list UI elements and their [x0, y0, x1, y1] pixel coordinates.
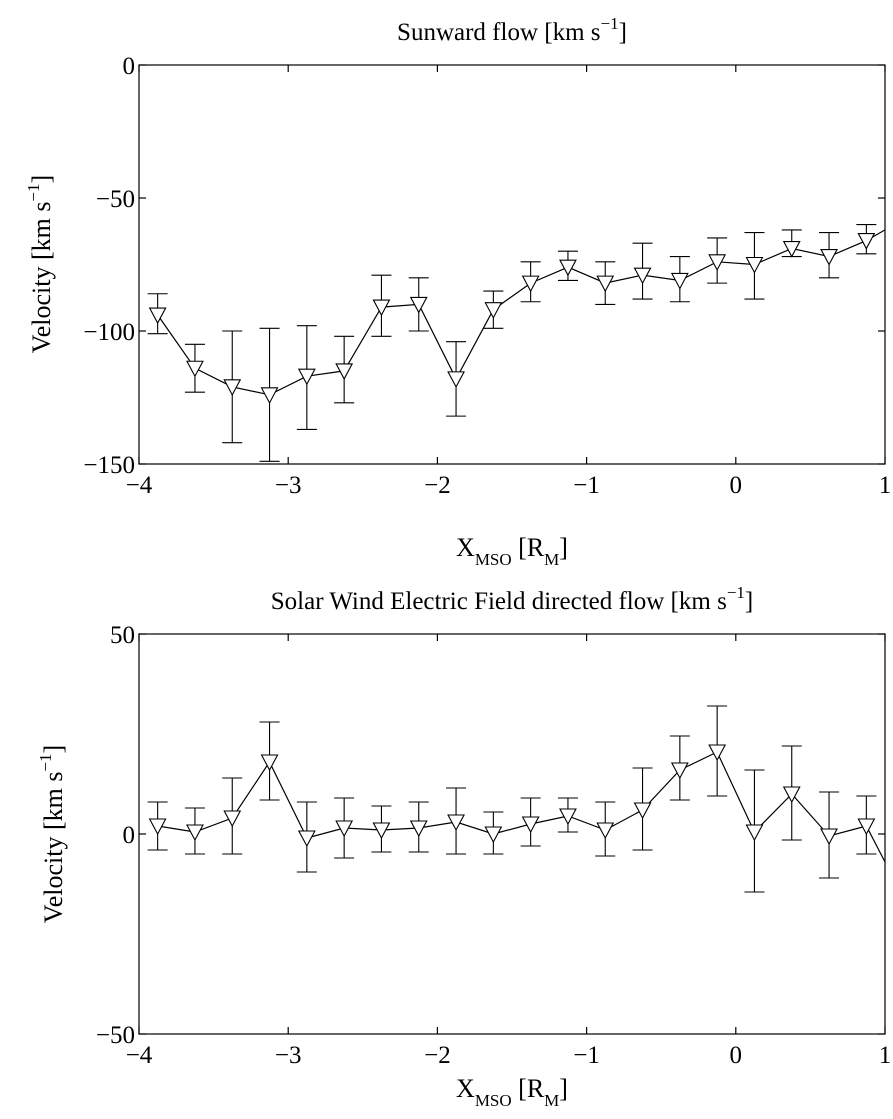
y-ticks: −150 −100 −50 0	[83, 53, 885, 479]
y-ticks: −50 0 50	[96, 622, 885, 1049]
panel-title: Sunward flow [km s−1]	[397, 14, 627, 46]
data-point	[559, 259, 577, 277]
data-point	[782, 240, 801, 258]
sunward-flow-panel: Sunward flow [km s−1] −150−100−500 −4 −3−…	[24, 14, 891, 569]
data-point	[148, 818, 167, 836]
data-point	[335, 363, 354, 381]
data-point	[223, 379, 242, 397]
x-tick-label: 0	[730, 472, 743, 499]
series-markers	[148, 233, 876, 405]
data-point	[708, 744, 727, 762]
x-tick-label: −1	[573, 1042, 600, 1069]
x-tick-label: 1	[879, 1042, 892, 1069]
data-point	[521, 275, 540, 293]
x-tick-label: −4	[126, 472, 153, 499]
x-axis-label: XMSO [RM]	[456, 533, 568, 569]
y-tick-label: −50	[96, 1022, 135, 1049]
data-point	[297, 830, 316, 848]
data-point	[260, 754, 279, 772]
data-point	[521, 816, 540, 834]
y-tick-label: −50	[96, 186, 135, 213]
data-point	[559, 808, 577, 826]
x-tick-label: −2	[424, 472, 451, 499]
data-point	[260, 387, 279, 405]
y-tick-label: 0	[123, 53, 136, 80]
y-tick-label: 50	[110, 622, 135, 649]
series-markers	[148, 744, 876, 848]
data-point	[820, 248, 838, 266]
data-point	[745, 256, 764, 274]
series-line	[157, 229, 886, 396]
x-tick-label: −3	[275, 472, 302, 499]
data-point	[409, 820, 428, 838]
x-axis-label: XMSO [RM]	[456, 1074, 568, 1110]
data-point	[409, 296, 428, 314]
y-axis-label: Velocity [km s−1]	[36, 745, 68, 923]
data-point	[335, 820, 354, 838]
data-point	[372, 822, 391, 840]
x-tick-label: −2	[424, 1042, 451, 1069]
data-point	[708, 254, 727, 272]
data-point	[857, 233, 876, 250]
data-point	[857, 818, 876, 836]
data-point	[484, 302, 503, 319]
x-tick-label: −4	[126, 1042, 153, 1069]
data-point	[223, 810, 242, 828]
data-point	[670, 762, 689, 780]
error-bars	[147, 224, 877, 462]
data-point	[633, 267, 652, 285]
x-tick-label: 1	[879, 472, 892, 499]
data-point	[447, 814, 465, 832]
panel-title: Solar Wind Electric Field directed flow …	[271, 583, 753, 615]
data-point	[633, 802, 652, 820]
data-point	[596, 275, 615, 293]
data-point	[186, 360, 204, 378]
data-point	[484, 826, 503, 844]
x-tick-label: −1	[573, 472, 600, 499]
data-point	[670, 272, 689, 290]
data-point	[148, 307, 167, 325]
y-tick-label: −100	[83, 319, 135, 346]
x-ticks: −4 −3 −2 −1 0 1	[126, 65, 892, 499]
plot-area	[138, 64, 886, 465]
y-tick-label: 0	[123, 822, 136, 849]
electric-field-flow-panel: Solar Wind Electric Field directed flow …	[36, 583, 891, 1110]
data-point	[820, 828, 838, 846]
x-tick-label: 0	[730, 1042, 743, 1069]
x-ticks: −4 −3 −2 −1 0 1	[126, 634, 892, 1069]
data-point	[297, 368, 316, 386]
y-tick-label: −150	[83, 452, 135, 479]
data-point	[596, 822, 615, 840]
x-tick-label: −3	[275, 1042, 302, 1069]
y-axis-label: Velocity [km s−1]	[24, 175, 56, 353]
error-bars	[147, 705, 877, 893]
data-point	[372, 299, 391, 317]
plot-area	[138, 633, 886, 1035]
data-point	[186, 824, 204, 842]
data-point	[782, 786, 801, 804]
data-point	[745, 824, 764, 842]
data-point	[447, 371, 465, 389]
